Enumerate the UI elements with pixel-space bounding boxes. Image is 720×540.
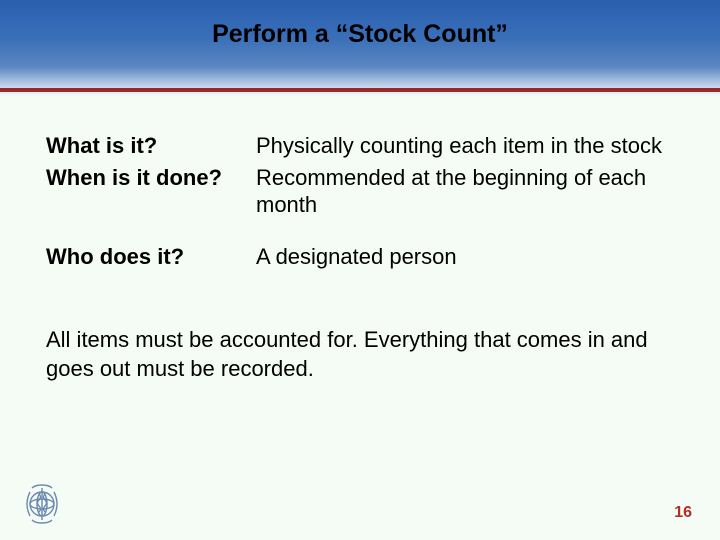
qa-row: What is it? Physically counting each ite…	[46, 132, 674, 160]
question-label: Who does it?	[46, 243, 256, 271]
answer-text: Physically counting each item in the sto…	[256, 132, 674, 160]
answer-text: A designated person	[256, 243, 674, 271]
question-label: When is it done?	[46, 164, 256, 219]
spacer	[46, 223, 674, 243]
title-divider	[0, 88, 720, 92]
question-label: What is it?	[46, 132, 256, 160]
qa-row: Who does it? A designated person	[46, 243, 674, 271]
page-number: 16	[674, 504, 692, 522]
who-logo-icon	[20, 482, 64, 526]
content-region: What is it? Physically counting each ite…	[0, 96, 720, 270]
answer-text: Recommended at the beginning of each mon…	[256, 164, 674, 219]
qa-row: When is it done? Recommended at the begi…	[46, 164, 674, 219]
summary-text: All items must be accounted for. Everyth…	[0, 326, 720, 383]
slide-title: Perform a “Stock Count”	[0, 20, 720, 49]
title-region: Perform a “Stock Count”	[0, 0, 720, 96]
